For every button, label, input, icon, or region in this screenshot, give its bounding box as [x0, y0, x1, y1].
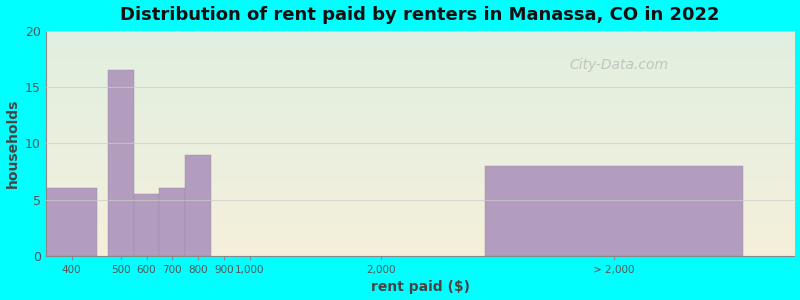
- Bar: [46, 188, 98, 256]
- Bar: [108, 70, 134, 256]
- Bar: [134, 194, 159, 256]
- Y-axis label: households: households: [6, 99, 19, 188]
- Bar: [485, 166, 743, 256]
- Bar: [159, 188, 186, 256]
- Title: Distribution of rent paid by renters in Manassa, CO in 2022: Distribution of rent paid by renters in …: [120, 6, 720, 24]
- Text: City-Data.com: City-Data.com: [570, 58, 669, 72]
- Bar: [186, 154, 211, 256]
- X-axis label: rent paid ($): rent paid ($): [370, 280, 470, 294]
